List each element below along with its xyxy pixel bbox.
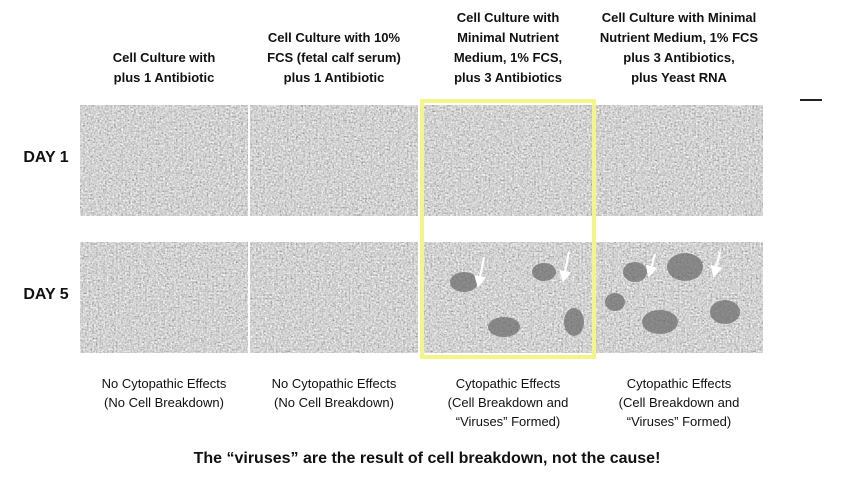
column-header: Minimal Nutrient — [457, 30, 560, 45]
column-footer: (Cell Breakdown and — [448, 395, 569, 410]
micrograph — [249, 241, 419, 354]
column-footer: (No Cell Breakdown) — [274, 395, 394, 410]
arrow — [559, 251, 572, 283]
column-footer: (Cell Breakdown and — [619, 395, 740, 410]
caption: The “viruses” are the result of cell bre… — [194, 450, 661, 467]
cell-cluster — [623, 262, 647, 282]
arrow — [710, 251, 723, 278]
column-header: plus 3 Antibiotics — [454, 70, 562, 85]
column-header: plus 3 Antibiotics, — [623, 50, 734, 65]
micrograph — [79, 241, 249, 354]
column-footer: “Viruses” Formed) — [627, 414, 732, 429]
micrograph — [249, 104, 419, 217]
column-header: Cell Culture with 10% — [268, 30, 401, 45]
column-header: FCS (fetal calf serum) — [267, 50, 401, 65]
micrographs — [79, 104, 764, 354]
column-footer: Cytopathic Effects — [627, 376, 732, 391]
micrograph — [423, 104, 593, 217]
highlight-box — [420, 99, 596, 359]
cell-cluster — [605, 293, 625, 311]
row-label: DAY 5 — [23, 286, 68, 303]
cell-cluster — [488, 317, 520, 337]
column-header: Cell Culture with — [113, 50, 216, 65]
arrow — [645, 253, 658, 278]
micrograph — [594, 104, 764, 217]
column-header: plus 1 Antibiotic — [114, 70, 215, 85]
column-footer: “Viruses” Formed) — [456, 414, 561, 429]
column-footer: Cytopathic Effects — [456, 376, 561, 391]
column-header: plus 1 Antibiotic — [284, 70, 385, 85]
column-footer: No Cytopathic Effects — [102, 376, 227, 391]
arrow — [474, 256, 487, 288]
column-footer: No Cytopathic Effects — [272, 376, 397, 391]
column-header: plus Yeast RNA — [631, 70, 727, 85]
column-header: Cell Culture with — [457, 10, 560, 25]
cell-cluster — [532, 263, 556, 281]
micrograph — [79, 104, 249, 217]
cell-cluster — [564, 308, 584, 336]
cell-cluster — [642, 310, 678, 334]
row-label: DAY 1 — [23, 149, 68, 166]
column-header: Cell Culture with Minimal — [602, 10, 757, 25]
column-footer: (No Cell Breakdown) — [104, 395, 224, 410]
cell-cluster — [710, 300, 740, 324]
column-header: Medium, 1% FCS, — [454, 50, 562, 65]
cell-cluster — [667, 253, 703, 281]
column-header: Nutrient Medium, 1% FCS — [600, 30, 759, 45]
cell-cluster — [450, 272, 478, 292]
